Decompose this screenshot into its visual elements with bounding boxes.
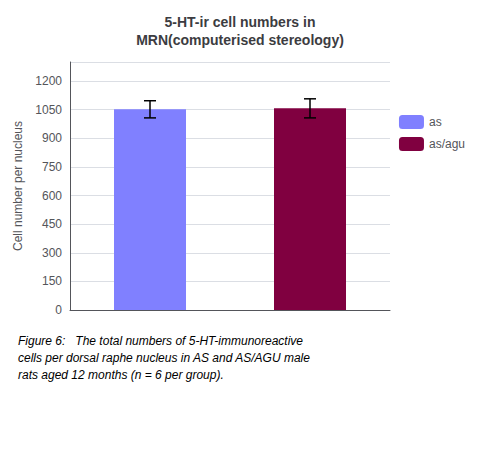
svg-text:as/agu: as/agu bbox=[429, 137, 465, 151]
svg-text:300: 300 bbox=[42, 246, 62, 260]
svg-text:1050: 1050 bbox=[35, 103, 62, 117]
svg-text:1200: 1200 bbox=[35, 74, 62, 88]
svg-text:Cell number per nucleus: Cell number per nucleus bbox=[11, 121, 25, 251]
svg-text:150: 150 bbox=[42, 274, 62, 288]
svg-text:cells per dorsal raphe nucleus: cells per dorsal raphe nucleus in AS and… bbox=[18, 351, 310, 365]
svg-text:600: 600 bbox=[42, 189, 62, 203]
svg-text:as: as bbox=[429, 115, 442, 129]
svg-text:Figure 6: The total numbers: Figure 6: The total numbers of 5-HT-immu… bbox=[18, 334, 303, 348]
svg-text:5-HT-ir cell numbers in: 5-HT-ir cell numbers in bbox=[165, 14, 316, 30]
svg-text:900: 900 bbox=[42, 131, 62, 145]
svg-text:0: 0 bbox=[55, 303, 62, 317]
svg-text:MRN(computerised stereology): MRN(computerised stereology) bbox=[136, 32, 344, 48]
svg-text:rats aged 12 months (n = 6 per: rats aged 12 months (n = 6 per group). bbox=[18, 368, 224, 382]
svg-text:450: 450 bbox=[42, 217, 62, 231]
svg-text:750: 750 bbox=[42, 160, 62, 174]
